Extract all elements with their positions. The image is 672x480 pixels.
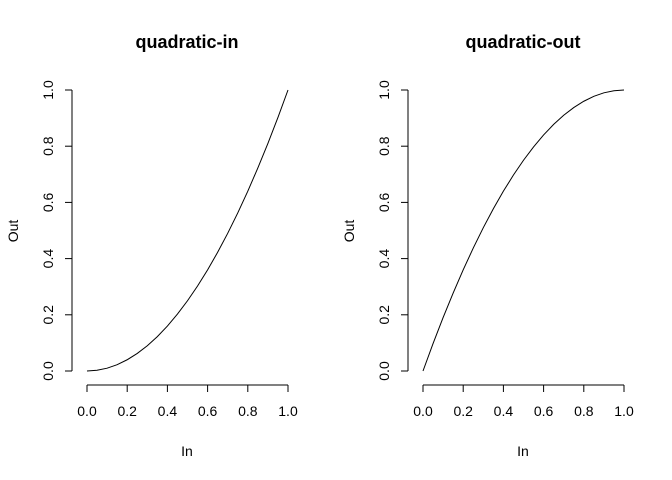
x-tick-label: 1.0 <box>614 403 634 419</box>
x-axis-label: In <box>181 443 193 459</box>
y-tick-label: 0.6 <box>376 192 392 212</box>
y-tick-label: 0.6 <box>40 192 56 212</box>
panel-quadratic-out: quadratic-out In Out 0.0 0.2 0.4 0.6 0.8 1.0 0… <box>341 32 634 459</box>
y-tick-label: 1.0 <box>376 80 392 100</box>
x-tick-label: 0.2 <box>117 403 137 419</box>
x-tick-label: 0.0 <box>413 403 433 419</box>
x-tick-label: 0.6 <box>534 403 554 419</box>
x-tick-label: 1.0 <box>278 403 298 419</box>
x-tick-label: 0.8 <box>574 403 594 419</box>
x-tick-label: 0.6 <box>198 403 218 419</box>
chart-title: quadratic-in <box>135 32 238 52</box>
chart-title: quadratic-out <box>466 32 581 52</box>
y-tick-label: 0.2 <box>40 305 56 325</box>
x-tick-label: 0.8 <box>238 403 258 419</box>
y-tick-label: 0.8 <box>40 136 56 156</box>
x-tick-label: 0.4 <box>494 403 514 419</box>
y-tick-label: 0.8 <box>376 136 392 156</box>
x-tick-label: 0.4 <box>158 403 178 419</box>
x-tick-label: 0.2 <box>453 403 473 419</box>
series-line <box>86 89 289 372</box>
y-tick-label: 1.0 <box>40 80 56 100</box>
panel-quadratic-in: quadratic-in In Out 0.0 0.2 0.4 0.6 0.8 1.0 0.… <box>5 32 298 459</box>
y-tick-label: 0.4 <box>376 249 392 269</box>
x-tick-label: 0.0 <box>77 403 97 419</box>
y-tick-label: 0.2 <box>376 305 392 325</box>
y-tick-label: 0.0 <box>40 361 56 381</box>
series-line <box>422 89 625 372</box>
y-tick-label: 0.0 <box>376 361 392 381</box>
y-tick-label: 0.4 <box>40 249 56 269</box>
y-axis-label: Out <box>5 220 21 243</box>
x-axis-label: In <box>517 443 529 459</box>
y-axis-label: Out <box>341 220 357 243</box>
